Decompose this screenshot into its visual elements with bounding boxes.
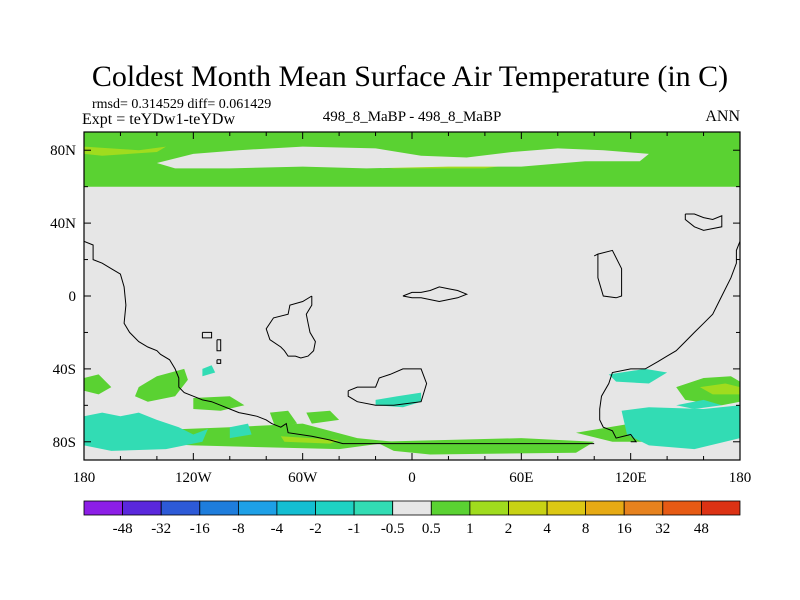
coastline-1 [599,241,740,443]
x-tick-label: 60W [288,470,318,486]
colorbar-swatch [701,500,741,516]
colorbar-swatch [430,500,471,516]
colorbar-swatch [623,500,664,516]
region-0-1 [84,374,112,395]
colorbar-swatch [662,500,702,516]
colorbar-label: 8 [582,521,590,537]
colorbar-label: -8 [232,521,245,537]
region-0-5 [306,410,340,424]
colorbar-label: 2 [505,521,513,537]
coastline-7 [201,331,213,339]
temperature-regions [84,132,740,455]
stats-line: rmsd= 0.314529 diff= 0.061429 [92,97,271,112]
x-axis: 180 120W 60W 0 60E 120E 180 [73,132,752,486]
coastline-5 [593,249,623,299]
region-2-0 [84,412,208,451]
y-tick-label: 40N [50,216,76,232]
colorbar-label: 16 [617,521,633,537]
colorbar-swatch [276,500,316,516]
y-tick-label: 80S [53,435,76,451]
y-axis: 80N 40N 0 40S 80S [50,143,740,451]
region-1-3 [280,436,340,444]
region-2-6 [621,405,740,450]
colorbar-swatch [585,500,625,516]
colorbar-swatch [315,500,355,516]
region-2-2 [229,423,252,439]
experiment-label: Expt = teYDw1-teYDw [82,111,235,128]
colorbar-label: -0.5 [381,521,405,537]
x-tick-label: 0 [408,470,416,486]
colorbar-label: 4 [543,521,551,537]
region-0-2 [135,368,188,402]
x-tick-label: 180 [729,470,752,486]
colorbar-label: -2 [309,521,322,537]
colorbar-label: -16 [190,521,210,537]
x-tick-label: 120E [615,470,647,486]
region-1-2 [699,383,740,395]
region-2-7 [676,399,722,409]
x-tick-label: 60E [509,470,533,486]
region-3-0 [156,146,649,169]
y-tick-label: 80N [50,143,76,159]
colorbar-swatch [199,500,239,516]
colorbar-label: -4 [271,521,284,537]
colorbar-swatch [508,500,548,516]
colorbar-label: -1 [348,521,361,537]
region-0-4 [269,410,298,428]
coastline-3 [347,368,428,406]
coastline-8 [216,339,222,352]
region-1-0 [84,146,166,156]
region-2-5 [608,368,668,384]
colorbar-label: 0.5 [422,521,441,537]
x-tick-label: 180 [73,470,96,486]
colorbar-label: 32 [655,521,670,537]
season-label: ANN [705,108,740,125]
coastline-2 [265,295,316,359]
coastline-9 [216,359,222,364]
y-tick-label: 0 [69,289,77,305]
x-tick-label: 120W [175,470,213,486]
colorbar-swatch [469,500,509,516]
colorbar-swatch [546,500,587,516]
colorbar-label: -32 [151,521,171,537]
region-0-7 [375,438,595,455]
colorbar-swatch [83,500,123,516]
colorbar-label: 1 [466,521,474,537]
chart-title: Coldest Month Mean Surface Air Temperatu… [92,60,728,93]
coastline-6 [684,213,723,231]
region-0-3 [193,396,245,411]
colorbar-label: 48 [694,521,709,537]
y-tick-label: 40S [53,362,76,378]
colorbar-swatch [160,500,201,516]
colorbar-label: -48 [113,521,133,537]
colorbar-swatch [122,500,162,516]
region-2-3 [202,365,216,377]
colorbar-swatch [237,500,278,516]
coastline-4 [402,286,469,303]
colorbar-swatch [392,500,432,516]
colorbar-swatch [353,500,394,516]
coastline-0 [84,240,595,445]
map-plot [83,131,741,461]
colorbar: -48 -32 -16 -8 -4 -2 -1 -0.5 0.5 1 2 4 8 16 32 48 [83,500,741,537]
center-label: 498_8_MaBP - 498_8_MaBP [323,109,502,125]
coastlines [84,213,740,445]
